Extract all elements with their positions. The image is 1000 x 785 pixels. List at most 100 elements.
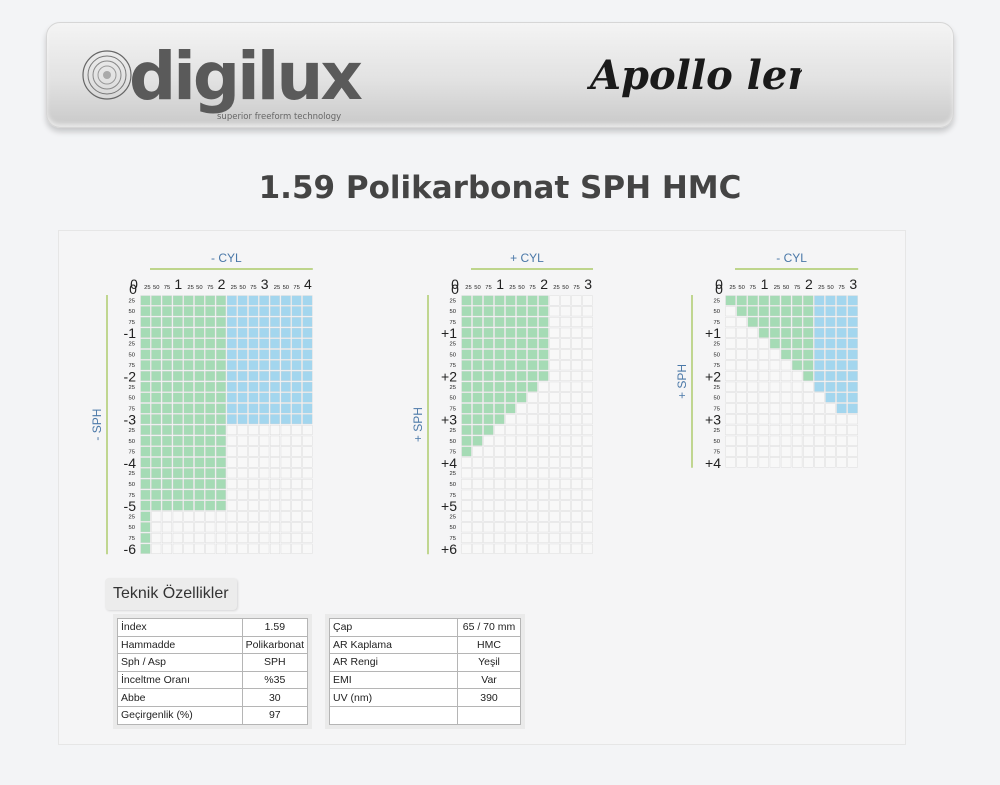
spec-key [329,705,458,725]
grid-cell [560,403,571,414]
grid-cell [183,457,194,468]
grid-cell [472,414,483,425]
grid-cell [183,306,194,317]
grid-cell [215,500,226,511]
grid-cell [483,295,494,306]
grid-cell [161,479,172,490]
digilux-tagline: superior freeform technology [217,112,341,122]
spec-row: UV (nm) 390 [329,688,521,707]
grid-cell [172,381,183,392]
grid-cell [161,543,172,554]
grid-cell [516,435,527,446]
grid-cell [736,457,747,468]
grid-cell [505,435,516,446]
grid-cell [483,511,494,522]
grid-cell [237,381,248,392]
sph-major-tick: -1 [124,325,137,341]
grid-cell [248,457,259,468]
grid-cell [527,425,538,436]
grid-cell [725,381,736,392]
grid-cell [461,414,472,425]
grid-cell [847,414,858,425]
grid-cell [538,468,549,479]
grid-cell [270,317,281,328]
grid-cell [747,349,758,360]
grid-cell [560,446,571,457]
grid-cell [151,317,162,328]
grid-cell [237,522,248,533]
cyl-minor-tick: 25 [187,285,193,291]
grid-cell [483,327,494,338]
cyl-major-tick: 3 [261,276,269,292]
grid-cell [270,306,281,317]
grid-cell [461,349,472,360]
grid-cell [483,392,494,403]
grid-cell [302,295,313,306]
grid-cell [582,425,593,436]
grid-cell [803,414,814,425]
grid-cell [549,425,560,436]
grid-cell [151,425,162,436]
grid-cell [780,403,792,414]
grid-cell [483,543,494,554]
grid-cell [571,306,582,317]
grid-cell [516,425,527,436]
grid-cell [747,317,758,328]
spec-row: İnceltme Oranı %35 [117,670,309,690]
grid-cell [847,403,858,414]
grid-cell [205,500,216,511]
grid-cell [226,446,237,457]
grid-cell [483,435,494,446]
grid-cell [847,381,858,392]
grid-cell [483,489,494,500]
grid-cell [571,317,582,328]
grid-cell [803,317,814,328]
spec-value: 390 [457,688,521,707]
grid-cell [248,468,259,479]
cyl-minor-tick: 25 [465,285,471,291]
grid-cell [226,533,237,544]
grid-cell [302,403,313,414]
grid-cell [483,317,494,328]
spec-value: 1.59 [241,618,309,637]
sph-minor-tick: 25 [450,298,456,304]
digilux-logo: digilux superior freeform technology [82,38,365,122]
grid-cell [472,479,483,490]
grid-cell [215,403,226,414]
grid-cell [736,403,747,414]
grid-cell [847,392,858,403]
spec-value: HMC [457,635,521,655]
grid-cell [560,317,571,328]
grid-cell [483,533,494,544]
grid-cell [248,479,259,490]
grid-cell [538,327,549,338]
grid-cell [302,533,313,544]
grid-cell [291,522,302,533]
grid-cell [825,306,836,317]
grid-cell [792,403,803,414]
grid-cell [780,360,792,371]
spec-key: Abbe [117,688,243,707]
grid-cell [237,414,248,425]
grid-cell [291,403,302,414]
grid-cell [194,543,205,554]
grid-cell [527,446,538,457]
grid-cell [151,371,162,382]
grid-cell [516,446,527,457]
grid-cell [215,349,226,360]
grid-cell [725,392,736,403]
grid-cell [725,457,736,468]
grid-cell [472,457,483,468]
sph-minor-tick: 75 [129,406,135,412]
grid-cell [161,403,172,414]
sph-minor-tick: 75 [450,363,456,369]
sph-minor-tick: 75 [450,493,456,499]
grid-cell [215,435,226,446]
grid-cell [560,533,571,544]
cyl-minor-tick: 75 [794,285,800,291]
grid-cell [172,511,183,522]
grid-cell [847,446,858,457]
grid-cell [302,392,313,403]
grid-cell [483,360,494,371]
grid-cell [516,468,527,479]
